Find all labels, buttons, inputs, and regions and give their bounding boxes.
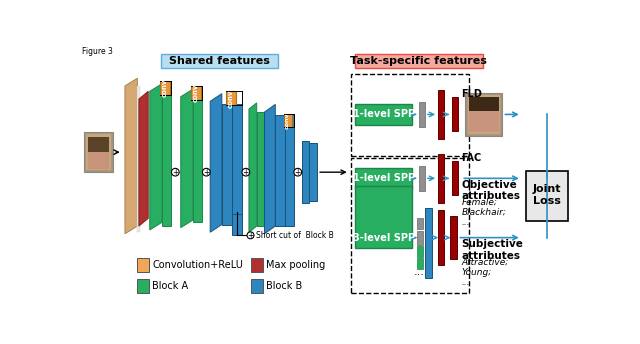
Bar bbox=[351, 158, 469, 293]
Bar bbox=[88, 152, 109, 169]
Bar bbox=[525, 171, 568, 221]
Bar bbox=[193, 99, 202, 222]
Polygon shape bbox=[180, 89, 193, 228]
Circle shape bbox=[247, 232, 254, 239]
Bar bbox=[285, 115, 294, 226]
Text: conv: conv bbox=[161, 79, 168, 97]
Bar bbox=[355, 54, 483, 68]
Bar bbox=[232, 214, 242, 235]
Bar bbox=[88, 137, 109, 152]
Circle shape bbox=[172, 168, 179, 176]
Bar bbox=[452, 161, 458, 195]
Text: Objective
attributes: Objective attributes bbox=[461, 180, 520, 202]
Text: Joint
Loss: Joint Loss bbox=[532, 184, 561, 206]
Bar bbox=[355, 104, 412, 125]
Polygon shape bbox=[210, 94, 222, 232]
Bar bbox=[161, 54, 278, 68]
Text: 1-level SPP: 1-level SPP bbox=[353, 109, 415, 119]
Bar bbox=[86, 135, 111, 170]
Text: Task-specific features: Task-specific features bbox=[350, 56, 487, 66]
Text: +: + bbox=[247, 231, 253, 240]
Text: +: + bbox=[243, 168, 249, 177]
Text: conv: conv bbox=[193, 84, 198, 102]
Polygon shape bbox=[150, 84, 162, 230]
Text: Short cut of  Block B: Short cut of Block B bbox=[256, 231, 333, 240]
Polygon shape bbox=[139, 91, 148, 226]
Bar bbox=[355, 186, 412, 248]
Bar bbox=[250, 279, 263, 293]
Bar bbox=[191, 86, 201, 100]
Bar bbox=[275, 115, 285, 226]
Text: Block A: Block A bbox=[152, 281, 188, 291]
Circle shape bbox=[202, 168, 210, 176]
Bar bbox=[469, 97, 499, 110]
Bar bbox=[425, 208, 432, 278]
Bar bbox=[136, 258, 149, 271]
Text: Subjective
attributes: Subjective attributes bbox=[461, 239, 523, 261]
Bar bbox=[226, 91, 236, 105]
Bar bbox=[452, 97, 458, 131]
Polygon shape bbox=[125, 78, 138, 234]
Text: +: + bbox=[172, 168, 179, 177]
Bar bbox=[162, 95, 172, 226]
Bar bbox=[284, 115, 292, 127]
Text: 1-level SPP: 1-level SPP bbox=[353, 173, 415, 183]
Text: Block B: Block B bbox=[266, 281, 302, 291]
Text: conv: conv bbox=[285, 112, 290, 129]
Text: +: + bbox=[294, 168, 301, 177]
Bar bbox=[222, 105, 232, 225]
Bar bbox=[467, 95, 500, 134]
Text: conv: conv bbox=[227, 89, 234, 108]
Text: FLD: FLD bbox=[461, 89, 482, 99]
Text: Shared features: Shared features bbox=[169, 56, 270, 66]
Bar bbox=[232, 105, 242, 225]
Bar bbox=[138, 86, 140, 232]
Bar bbox=[136, 279, 149, 293]
Text: Max pooling: Max pooling bbox=[266, 260, 325, 270]
Bar bbox=[417, 231, 422, 245]
Bar bbox=[301, 141, 309, 203]
Text: Convolution+ReLU: Convolution+ReLU bbox=[152, 260, 243, 270]
Bar bbox=[438, 90, 444, 139]
Bar bbox=[309, 143, 317, 202]
Text: +: + bbox=[203, 168, 209, 177]
Bar bbox=[351, 74, 469, 156]
Text: Attractive;
Young;
...: Attractive; Young; ... bbox=[461, 258, 509, 288]
Bar bbox=[84, 132, 113, 172]
Bar bbox=[250, 258, 263, 271]
Polygon shape bbox=[264, 105, 275, 234]
Bar bbox=[438, 210, 444, 265]
Polygon shape bbox=[249, 103, 257, 232]
Bar bbox=[451, 216, 457, 259]
Bar bbox=[257, 112, 264, 226]
Circle shape bbox=[294, 168, 301, 176]
Bar bbox=[465, 93, 502, 136]
Bar bbox=[438, 154, 444, 203]
Bar bbox=[419, 166, 425, 191]
Bar bbox=[417, 258, 422, 269]
Text: Figure 3: Figure 3 bbox=[83, 47, 113, 56]
Bar bbox=[355, 168, 412, 189]
Bar bbox=[160, 81, 170, 95]
Text: FAC: FAC bbox=[461, 153, 481, 163]
Text: 3-level SPP: 3-level SPP bbox=[353, 233, 415, 243]
Bar bbox=[469, 110, 499, 132]
Bar bbox=[419, 102, 425, 127]
Bar bbox=[417, 218, 422, 229]
Text: Female;
Blackhair;
...: Female; Blackhair; ... bbox=[461, 197, 506, 227]
Text: ...: ... bbox=[414, 267, 425, 277]
Bar bbox=[417, 246, 422, 257]
Circle shape bbox=[242, 168, 250, 176]
